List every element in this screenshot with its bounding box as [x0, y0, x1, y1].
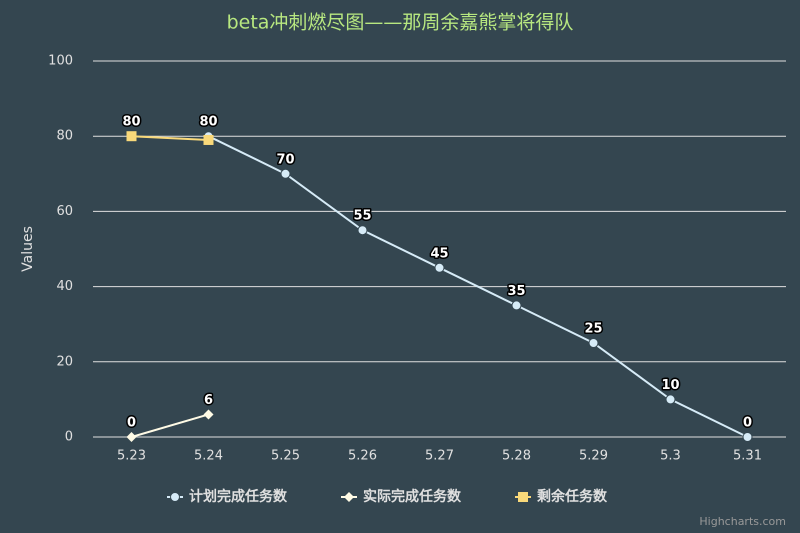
data-label: 80	[122, 115, 140, 130]
marker	[203, 134, 214, 145]
credits[interactable]: Highcharts.com	[699, 515, 786, 528]
x-tick-label: 5.31	[733, 449, 762, 464]
data-label: 55	[353, 209, 371, 224]
y-axis-title: Values	[20, 226, 36, 272]
data-label: 0	[127, 416, 136, 431]
marker	[344, 492, 354, 502]
series	[126, 409, 214, 442]
marker	[357, 225, 368, 236]
data-label: 25	[584, 322, 602, 337]
data-label: 0	[743, 416, 752, 431]
legend-item[interactable]: 剩余任务数	[515, 488, 608, 505]
y-tick-label: 100	[48, 54, 73, 69]
legend-label: 计划完成任务数	[189, 488, 288, 505]
data-label: 45	[430, 246, 448, 261]
data-label: 80	[199, 115, 217, 130]
x-tick-label: 5.24	[194, 449, 223, 464]
marker	[126, 131, 137, 142]
series-line	[131, 135, 209, 141]
legend-item[interactable]: 计划完成任务数	[167, 488, 288, 505]
x-tick-label: 5.23	[117, 449, 146, 464]
marker	[588, 338, 599, 348]
data-label: 10	[661, 378, 679, 393]
y-tick-label: 0	[65, 430, 73, 445]
x-tick-label: 5.28	[502, 449, 531, 464]
marker	[280, 168, 291, 179]
y-tick-label: 40	[56, 279, 73, 294]
data-label: 35	[507, 284, 525, 299]
series-line	[131, 413, 209, 438]
chart-title: beta冲刺燃尽图——那周余嘉熊掌将得队	[227, 12, 574, 34]
x-tick-label: 5.3	[660, 449, 681, 464]
legend-label: 实际完成任务数	[363, 488, 462, 505]
x-tick-label: 5.25	[271, 449, 300, 464]
y-tick-label: 60	[56, 204, 73, 219]
marker	[742, 432, 753, 442]
x-tick-label: 5.29	[579, 449, 608, 464]
marker	[518, 492, 528, 502]
marker	[434, 262, 445, 273]
y-tick-label: 80	[56, 129, 73, 144]
series-line	[208, 135, 748, 438]
marker	[511, 300, 522, 311]
x-tick-label: 5.27	[425, 449, 454, 464]
x-tick-label: 5.26	[348, 449, 377, 464]
marker	[126, 432, 137, 442]
data-label: 6	[204, 393, 213, 408]
series	[126, 131, 214, 145]
marker	[665, 394, 676, 405]
marker	[203, 409, 214, 420]
legend-label: 剩余任务数	[537, 488, 608, 505]
y-tick-label: 20	[56, 354, 73, 369]
marker	[170, 492, 180, 502]
legend-item[interactable]: 实际完成任务数	[341, 488, 462, 505]
data-label: 70	[276, 152, 294, 167]
